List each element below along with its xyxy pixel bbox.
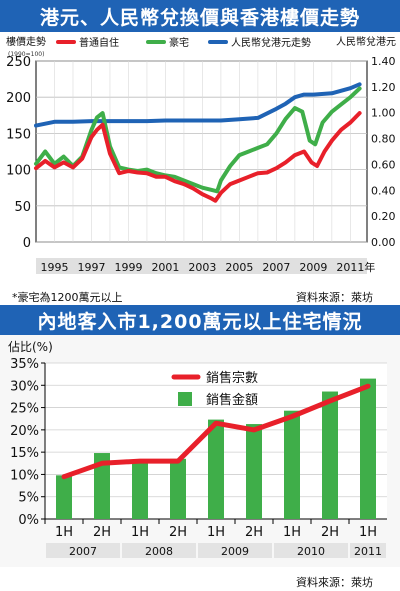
legend-label: 人民幣兌港元走勢 [231, 36, 311, 49]
right-tick-label: 0.20 [371, 210, 396, 223]
year-band [46, 543, 120, 558]
line-series [61, 383, 371, 480]
left-tick-label: 0 [23, 236, 31, 251]
year-label: 2008 [145, 545, 173, 558]
x-tick-label: 1995 [40, 261, 68, 274]
bar [322, 391, 338, 519]
gridlines [36, 60, 367, 243]
right-tick-label: 0.40 [371, 184, 396, 197]
left-axis-sublabel: (1990=100) [8, 51, 44, 58]
left-axis-ticks: 0 50 100 150 200 250 [6, 55, 31, 251]
year-band [198, 543, 272, 558]
year-label: 2011 [354, 545, 382, 558]
luxury-footnote: *豪宅為1200萬元以上 [12, 291, 123, 304]
y-tick-label: 10% [10, 468, 39, 483]
series-line-2 [34, 82, 362, 128]
year-label: 2009 [221, 545, 249, 558]
bar [246, 424, 262, 519]
left-axis-label: 樓價走勢 [6, 35, 46, 48]
x-tick-label: 2011 [336, 261, 364, 274]
y-tick-label: 30% [10, 379, 39, 394]
y-axis-label: 佔比(%) [8, 340, 53, 354]
x-tick-label: 2H [245, 525, 263, 540]
right-tick-label: 0.60 [371, 158, 396, 171]
bar [132, 460, 148, 519]
x-tick-label: 2007 [262, 261, 290, 274]
year-band [122, 543, 196, 558]
legend: 普通自住 豪宅 人民幣兌港元走勢 [56, 36, 311, 49]
bar [360, 378, 376, 519]
year-label: 2007 [69, 545, 97, 558]
right-tick-label: 0.80 [371, 133, 396, 146]
x-tick-label: 1999 [114, 261, 142, 274]
sales-count-line [61, 383, 371, 480]
y-tick-label: 20% [10, 424, 39, 439]
top-chart-title: 港元、人民幣兌換價與香港樓價走勢 [0, 0, 400, 32]
legend-label: 銷售金額 [206, 392, 258, 408]
x-tick-label: 2003 [188, 261, 216, 274]
x-tick-label: 2009 [299, 261, 327, 274]
right-tick-label: 1.20 [371, 81, 396, 94]
left-tick-label: 250 [6, 55, 31, 70]
y-axis-ticks: 0% 5% 10% 15% 20% 25% 30% 35% [10, 357, 39, 528]
left-tick-label: 200 [6, 91, 31, 106]
x-tick-label: 2H [169, 525, 187, 540]
x-axis-ticks: 1995 1997 1999 2001 2003 2005 2007 2009 2011 年 [40, 260, 375, 274]
bar [284, 410, 300, 519]
property-price-chart: 樓價走勢 (1990=100) 人民幣兌港元 普通自住 豪宅 人民幣兌港元走勢 0 5… [6, 35, 396, 274]
x-tick-label: 1H [55, 525, 73, 540]
legend-label: 普通自住 [79, 36, 119, 49]
year-label: 2010 [297, 545, 325, 558]
bar [94, 453, 110, 519]
x-tick-label: 2001 [151, 261, 179, 274]
x-tick-label: 2005 [225, 261, 253, 274]
y-tick-label: 5% [18, 491, 39, 506]
x-tick-label: 1H [207, 525, 225, 540]
x-tick-label: 1H [283, 525, 301, 540]
bottom-source: 資料來源：萊坊 [296, 575, 373, 589]
bar [56, 475, 72, 519]
right-axis-label: 人民幣兌港元 [336, 36, 396, 48]
mainland-buyers-chart: 佔比(%) 0% 5% 10% 15% 20% 25% 30% 35% 1H 2H 1H 2H 1H 2… [0, 335, 400, 589]
year-band [350, 543, 386, 558]
top-source: 資料來源：萊坊 [296, 291, 373, 304]
left-tick-label: 150 [6, 127, 31, 142]
legend-label: 銷售宗數 [206, 370, 258, 386]
series-line-1 [34, 86, 362, 194]
x-axis-ticks: 1H 2H 1H 2H 1H 2H 1H 2H 1H 2007 2008 2009 2010 2011 [44, 519, 386, 558]
bar [208, 419, 224, 519]
legend-swatch [178, 392, 192, 406]
x-tick-label: 2H [93, 525, 111, 540]
y-tick-label: 0% [18, 513, 39, 528]
x-unit-label: 年 [364, 260, 375, 274]
left-tick-label: 50 [14, 200, 31, 215]
x-tick-label: 1997 [77, 261, 105, 274]
right-axis-ticks: 0.00 0.20 0.40 0.60 0.80 1.00 1.20 1.40 [371, 55, 396, 249]
plot-area [35, 60, 368, 243]
bottom-chart-title: 內地客入市1,200萬元以上住宅情況 [0, 305, 400, 335]
x-axis-band [36, 258, 367, 274]
bars [56, 378, 376, 519]
y-tick-label: 35% [10, 357, 39, 372]
legend-label: 豪宅 [169, 36, 189, 49]
right-tick-label: 1.00 [371, 107, 396, 120]
right-tick-label: 1.40 [371, 55, 396, 68]
series-lines [34, 82, 362, 203]
x-tick-label: 2H [321, 525, 339, 540]
y-tick-label: 15% [10, 446, 39, 461]
right-tick-label: 0.00 [371, 236, 396, 249]
series-line-0 [34, 111, 362, 203]
x-tick-label: 1H [131, 525, 149, 540]
x-tick-label: 1H [359, 525, 377, 540]
bar [170, 458, 186, 519]
year-band [274, 543, 348, 558]
y-tick-label: 25% [10, 402, 39, 417]
left-tick-label: 100 [6, 164, 31, 179]
